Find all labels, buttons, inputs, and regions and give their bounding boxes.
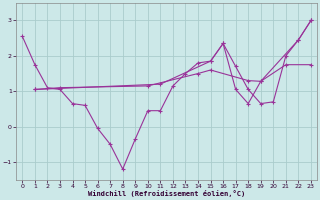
X-axis label: Windchill (Refroidissement éolien,°C): Windchill (Refroidissement éolien,°C) bbox=[88, 190, 245, 197]
